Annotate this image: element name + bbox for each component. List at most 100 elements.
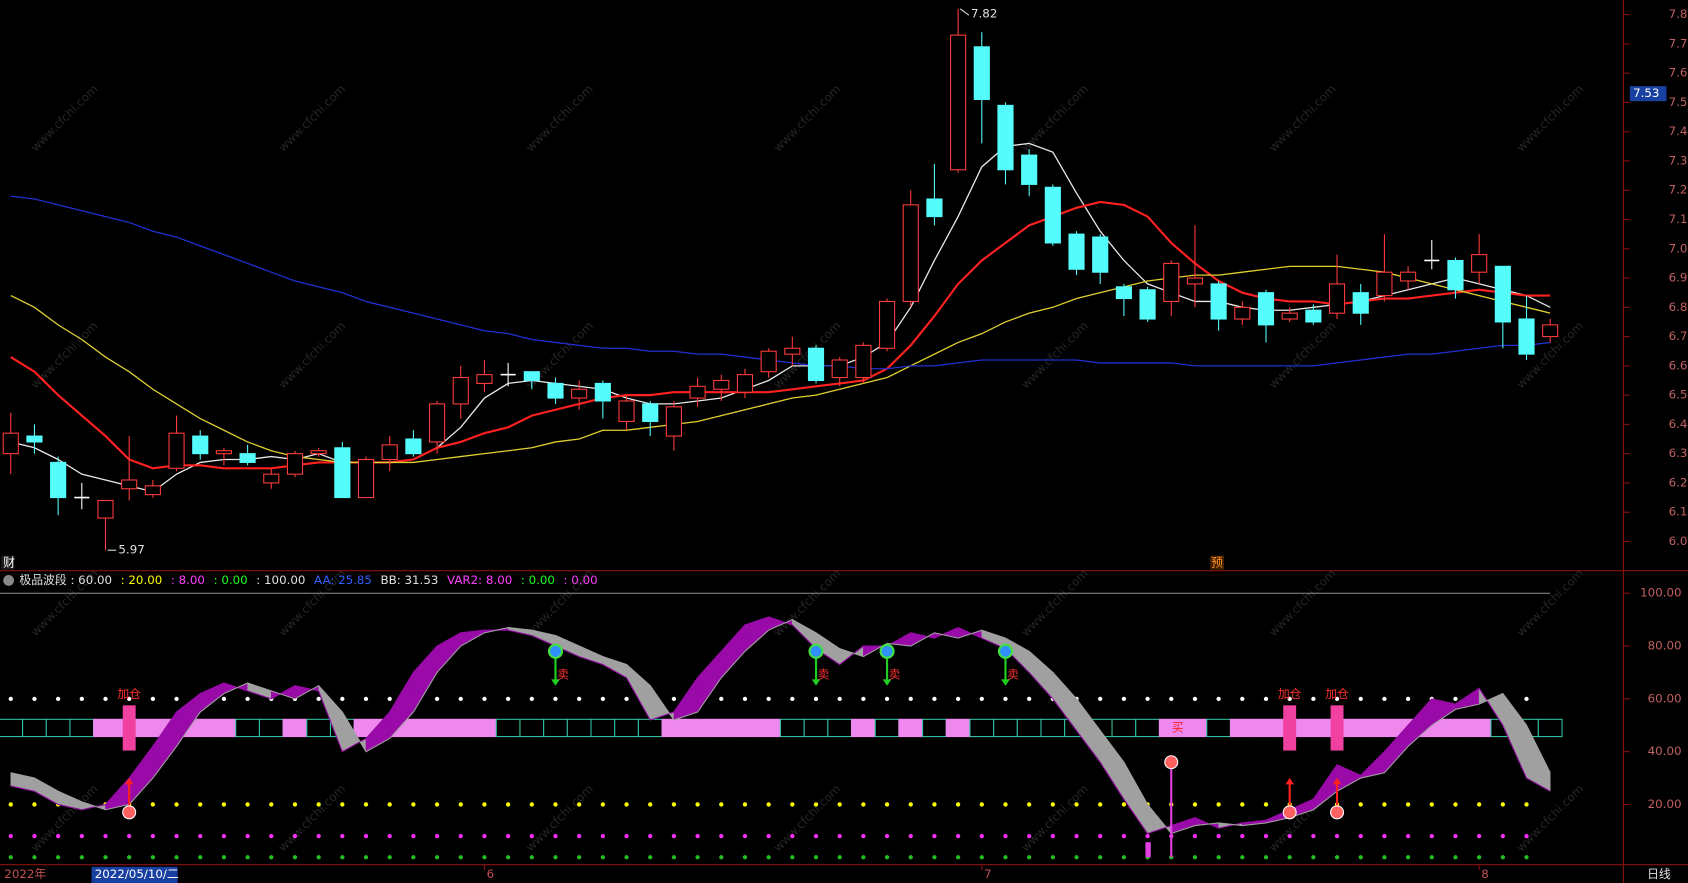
state-cell bbox=[922, 718, 947, 738]
state-cell bbox=[898, 718, 924, 738]
fin-badge bbox=[1, 555, 14, 570]
candle-body bbox=[1471, 254, 1488, 273]
candle-body bbox=[642, 403, 659, 422]
signal-label: 买 bbox=[1172, 720, 1184, 734]
state-cell bbox=[1348, 718, 1374, 738]
candle-body bbox=[1257, 292, 1275, 326]
candle-body bbox=[168, 432, 185, 469]
period-label[interactable]: 日线 bbox=[1647, 867, 1671, 881]
state-cell bbox=[945, 718, 971, 738]
signal-ball bbox=[1282, 805, 1297, 820]
y-tick-label: 6.20 bbox=[1669, 475, 1688, 489]
y-tick-label: 7.80 bbox=[1669, 7, 1688, 21]
state-cell bbox=[993, 718, 1018, 738]
candle-body bbox=[476, 374, 493, 384]
candle-body bbox=[1328, 283, 1346, 314]
state-cell bbox=[1537, 718, 1563, 738]
state-cell bbox=[211, 718, 237, 738]
y-tick-label: 6.70 bbox=[1669, 329, 1688, 343]
y-tick-label: 6.90 bbox=[1669, 271, 1688, 285]
candle-body bbox=[1068, 233, 1085, 270]
y-tick-label: 6.30 bbox=[1669, 446, 1688, 460]
ma-line bbox=[10, 142, 1551, 493]
buy-block bbox=[1145, 842, 1151, 858]
y-tick-label: 40.00 bbox=[1648, 744, 1682, 758]
candle-body bbox=[1376, 271, 1393, 297]
candle-body bbox=[50, 461, 67, 499]
candle-body bbox=[121, 479, 138, 490]
signal-ball bbox=[997, 643, 1014, 659]
indicator-icon[interactable] bbox=[3, 575, 14, 586]
state-cell bbox=[779, 718, 805, 738]
signal-label: 加仓 bbox=[1325, 687, 1349, 701]
candle-body bbox=[26, 435, 43, 443]
candle-body bbox=[1186, 277, 1204, 285]
candle-body bbox=[2, 432, 19, 455]
ma-line bbox=[10, 200, 1551, 470]
y-tick-label: 6.50 bbox=[1669, 388, 1688, 402]
cursor-price-box bbox=[1629, 86, 1667, 102]
candle-body bbox=[1400, 271, 1417, 282]
candle-body bbox=[1352, 292, 1369, 314]
state-cell bbox=[424, 718, 450, 738]
signal-ball bbox=[122, 805, 137, 820]
state-cell bbox=[45, 718, 71, 738]
cursor-date-box bbox=[91, 866, 178, 883]
candle-body bbox=[144, 485, 161, 496]
y-tick-label: 7.70 bbox=[1669, 36, 1688, 50]
state-cell bbox=[1135, 718, 1160, 738]
candle-body bbox=[286, 453, 304, 475]
candle-body bbox=[950, 34, 967, 171]
ma-line bbox=[10, 265, 1551, 464]
y-tick-label: 80.00 bbox=[1648, 639, 1682, 653]
state-cell bbox=[519, 718, 545, 738]
candle-body bbox=[452, 377, 469, 405]
state-cell bbox=[1300, 718, 1326, 738]
candle-body bbox=[713, 379, 730, 390]
candle-body bbox=[357, 458, 375, 499]
candle-body bbox=[239, 453, 256, 463]
candle-body bbox=[618, 400, 635, 422]
candle-body bbox=[689, 385, 706, 399]
state-cell bbox=[1443, 718, 1468, 738]
candle-body bbox=[855, 344, 872, 379]
signal-ball bbox=[547, 643, 564, 659]
state-cell bbox=[756, 718, 782, 738]
indicator-legend: : 20.00 bbox=[121, 573, 163, 587]
cursor-price: 7.53 bbox=[1633, 86, 1659, 100]
y-tick-label: 6.10 bbox=[1669, 505, 1688, 519]
candle-body bbox=[997, 104, 1014, 171]
signal-arrowhead bbox=[1285, 777, 1294, 785]
y-tick-label: 100.00 bbox=[1640, 586, 1681, 600]
indicator-legend: 极品波段 : 60.00 bbox=[19, 573, 112, 587]
indicator-legend: : 0.00 bbox=[564, 573, 598, 587]
y-tick-label: 7.30 bbox=[1669, 153, 1688, 167]
state-cell bbox=[495, 718, 521, 738]
y-tick-label: 20.00 bbox=[1648, 797, 1682, 811]
candle-body bbox=[547, 382, 564, 399]
indicator-legend: : 0.00 bbox=[521, 573, 555, 587]
state-cell bbox=[1016, 718, 1042, 738]
y-tick-label: 7.00 bbox=[1669, 241, 1688, 255]
candle-body bbox=[1518, 318, 1535, 355]
candle-body bbox=[736, 374, 754, 393]
y-tick-label: 6.60 bbox=[1669, 358, 1688, 372]
signal-label: 卖 bbox=[889, 668, 901, 682]
signal-ball bbox=[1330, 805, 1345, 820]
forecast-label: 预 bbox=[1211, 556, 1223, 570]
x-tick-label: 8 bbox=[1481, 867, 1489, 881]
signal-label: 卖 bbox=[557, 668, 569, 682]
signal-arrowhead bbox=[882, 679, 892, 686]
year-label: 2022年 bbox=[4, 867, 46, 881]
ma-line bbox=[10, 195, 1551, 370]
signal-arrowhead bbox=[124, 777, 134, 785]
state-cell bbox=[1372, 718, 1397, 738]
candle-body bbox=[1447, 259, 1464, 291]
state-cell bbox=[1466, 718, 1492, 738]
indicator-legend: : 8.00 bbox=[171, 573, 205, 587]
candle-body bbox=[428, 403, 446, 443]
candle-body bbox=[1021, 154, 1038, 185]
state-cell bbox=[708, 718, 734, 738]
candle-body bbox=[1163, 262, 1180, 302]
